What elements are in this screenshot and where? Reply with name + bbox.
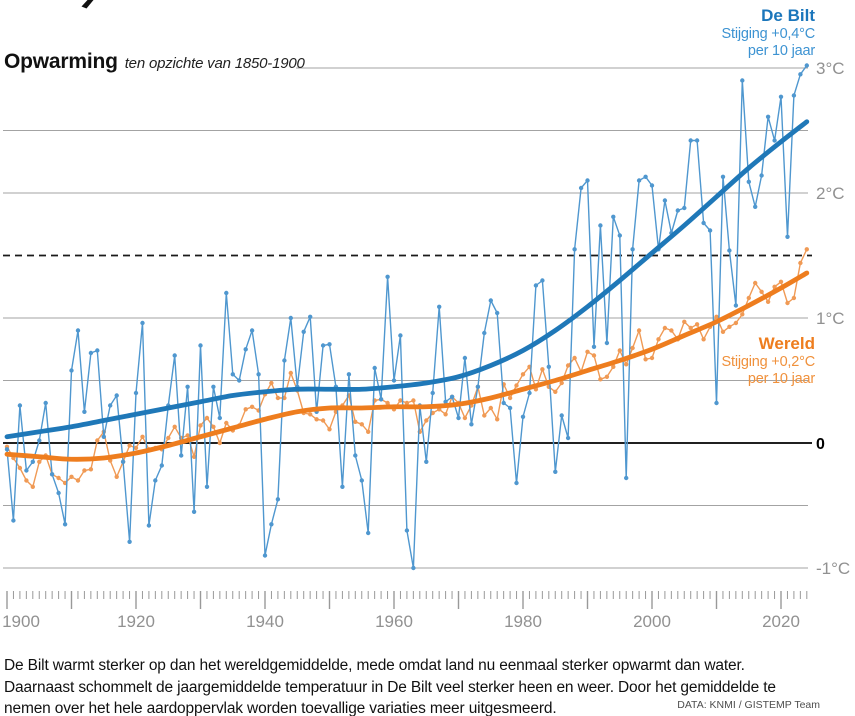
x-axis-label: 1940	[246, 612, 284, 631]
wereld-trend-30-jarig-gemiddelde--line	[4, 270, 810, 462]
chart-caption: De Bilt warmt sterker op dan het wereldg…	[4, 657, 776, 716]
y-axis-label: -1°C	[816, 559, 850, 578]
cropped-glyph-fragment	[81, 0, 94, 9]
y-axis-label: 1°C	[816, 309, 845, 328]
page-title: Opwarming	[4, 50, 118, 73]
de-bilt-trend-30-jarig-gemiddelde--line	[4, 119, 810, 440]
legend-de-bilt-name: De Bilt	[761, 6, 815, 25]
de-bilt-jaargemiddelde-points	[4, 63, 809, 571]
x-axis-label: 2000	[633, 612, 671, 631]
legend-de-bilt-trend-unit: per 10 jaar	[747, 42, 815, 59]
de-bilt-jaargemiddelde-line	[6, 65, 808, 569]
wereld-jaargemiddelde-line	[6, 249, 808, 488]
x-axis-label: 2020	[762, 612, 800, 631]
chart-header: Opwarming ten opzichte van 1850-1900	[4, 50, 305, 74]
y-axis-label: 3°C	[816, 59, 845, 78]
warming-chart: 3°C 2°C 1°C 0 -1°C 1900 1920 1940 1960 1980 2000 20…	[2, 59, 850, 631]
data-source: DATA: KNMI / GISTEMP Team	[677, 699, 820, 711]
x-axis-label: 1900	[2, 612, 40, 631]
y-axis-label: 0	[816, 436, 825, 453]
x-axis-label: 1920	[117, 612, 155, 631]
legend-wereld-trend-rate: Stijging +0,2°C	[721, 353, 816, 370]
legend-wereld: Wereld Stijging +0,2°C per 10 jaar	[721, 334, 816, 387]
x-axis-label: 1980	[504, 612, 542, 631]
x-axis-label: 1960	[375, 612, 413, 631]
legend-de-bilt: De Bilt Stijging +0,4°C per 10 jaar	[721, 6, 816, 59]
legend-de-bilt-trend-rate: Stijging +0,4°C	[721, 25, 816, 42]
page-subtitle: ten opzichte van 1850-1900	[124, 55, 305, 72]
legend-wereld-trend-unit: per 10 jaar	[747, 370, 815, 387]
y-axis-label: 2°C	[816, 184, 845, 203]
legend-wereld-name: Wereld	[758, 334, 815, 353]
